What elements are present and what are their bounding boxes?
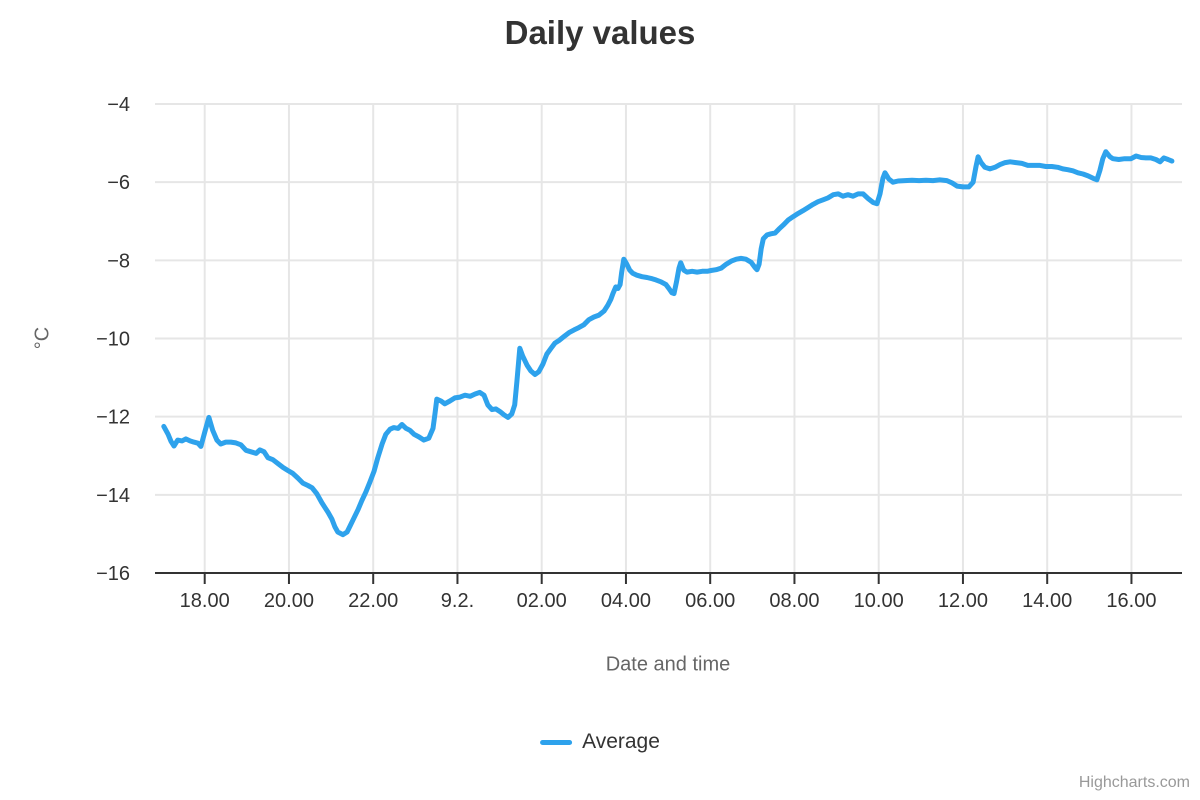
- x-tick-label: 12.00: [938, 590, 988, 612]
- y-tick-label: −12: [96, 407, 130, 429]
- x-tick-label: 08.00: [769, 590, 819, 612]
- legend-line-swatch: [540, 739, 573, 745]
- y-tick-label: −16: [96, 563, 130, 585]
- x-axis-title: Date and time: [605, 653, 731, 676]
- x-tick-label: 22.00: [348, 590, 398, 612]
- y-tick-label: −14: [96, 485, 130, 507]
- x-tick-label: 20.00: [264, 590, 314, 612]
- credits-link[interactable]: Highcharts.com: [1078, 774, 1190, 791]
- legend-label: Average: [582, 730, 660, 753]
- legend-item-average[interactable]: Average: [540, 730, 660, 754]
- y-tick-label: −8: [107, 250, 130, 272]
- y-axis-title: °C: [31, 326, 54, 350]
- average-series-line[interactable]: [161, 149, 1175, 538]
- x-tick-label: 10.00: [854, 590, 904, 612]
- x-tick-label: 16.00: [1106, 590, 1156, 612]
- x-tick-label: 06.00: [685, 590, 735, 612]
- y-tick-label: −6: [107, 172, 130, 194]
- y-tick-label: −4: [107, 94, 130, 116]
- y-tick-label: −10: [96, 329, 130, 351]
- x-tick-label: 04.00: [601, 590, 651, 612]
- x-tick-label: 9.2.: [441, 590, 474, 612]
- chart-title: Daily values: [504, 14, 696, 51]
- x-tick-label: 18.00: [180, 590, 230, 612]
- x-tick-label: 02.00: [517, 590, 567, 612]
- x-tick-label: 14.00: [1022, 590, 1072, 612]
